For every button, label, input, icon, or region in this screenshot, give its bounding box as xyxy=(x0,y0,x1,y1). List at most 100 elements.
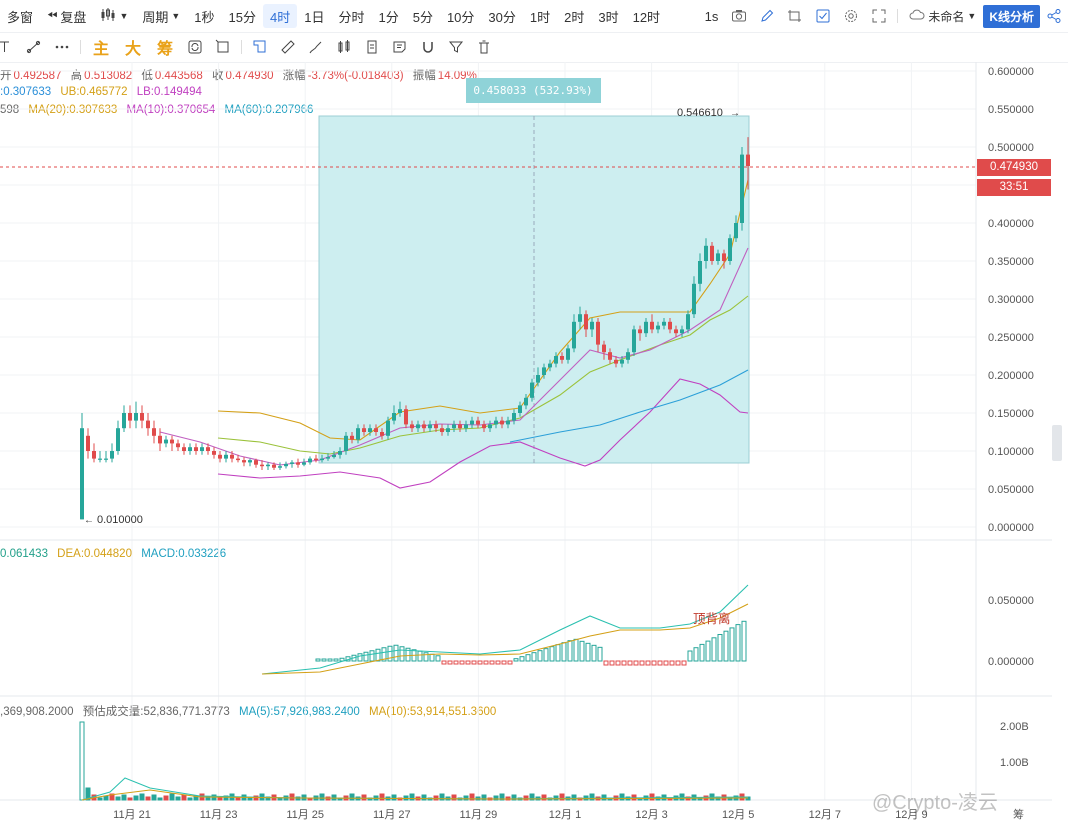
kline-chart[interactable]: 0.458033 (532.93%) 0.546610 → ← 0.010000… xyxy=(0,62,1052,821)
candle-body xyxy=(518,405,522,413)
box-tool-icon[interactable] xyxy=(209,34,237,60)
checklist-icon[interactable] xyxy=(809,3,837,29)
candle xyxy=(182,443,186,455)
share-icon[interactable] xyxy=(1040,3,1068,29)
indicator-shortcut-2[interactable]: 筹 xyxy=(157,41,174,58)
layout-dropdown[interactable]: 未命名 ▼ xyxy=(902,0,983,32)
candle-body xyxy=(152,428,156,436)
interval-7[interactable]: 10分 xyxy=(446,9,475,25)
candle-body xyxy=(506,420,510,425)
ma10-value: MA(10):0.370654 xyxy=(126,104,216,116)
candle-body xyxy=(104,458,108,460)
candle-body xyxy=(470,420,474,425)
price-tick: 0.000000 xyxy=(988,522,1034,534)
settings-icon[interactable] xyxy=(837,3,865,29)
crop-icon[interactable] xyxy=(781,3,809,29)
macd-bar xyxy=(501,660,507,665)
high-value: 0.513082 xyxy=(84,70,133,82)
side-panel-handle[interactable] xyxy=(1052,425,1062,461)
interval-3[interactable]: 1日 xyxy=(304,9,325,25)
volume-tick: 2.00B xyxy=(1000,721,1029,733)
candle-type-button[interactable]: ▼ xyxy=(93,0,135,32)
refresh-icon[interactable] xyxy=(181,34,209,60)
volume-line: ,369,908.2000 预估成交量:52,836,771.3773 MA(5… xyxy=(0,703,502,719)
ruler-icon[interactable] xyxy=(274,34,302,60)
candle xyxy=(608,348,612,364)
candle-body xyxy=(722,253,726,261)
candle xyxy=(446,424,450,436)
multi-window-button[interactable]: 多窗 xyxy=(0,0,40,32)
volume-bar xyxy=(679,793,685,801)
interval-4[interactable]: 分时 xyxy=(338,9,365,25)
candle xyxy=(722,249,726,269)
candle-body xyxy=(410,424,414,429)
interval-0[interactable]: 1秒 xyxy=(194,9,215,25)
period-dropdown[interactable]: 周期 ▼ xyxy=(135,0,187,32)
filter-icon[interactable] xyxy=(442,34,470,60)
candle-tool-icon[interactable] xyxy=(330,34,358,60)
interval-8[interactable]: 30分 xyxy=(488,9,516,25)
interval-11[interactable]: 3时 xyxy=(598,9,619,25)
candle-body xyxy=(92,451,96,459)
candle xyxy=(338,447,342,459)
interval-5[interactable]: 1分 xyxy=(378,9,399,25)
candle-body xyxy=(524,397,528,406)
more-icon[interactable] xyxy=(48,34,76,60)
volume-bar xyxy=(499,793,505,801)
candle-body xyxy=(638,329,642,334)
candle xyxy=(368,424,372,436)
indicator-shortcut-0[interactable]: 主 xyxy=(93,41,110,58)
interval-1[interactable]: 15分 xyxy=(228,9,256,25)
candle xyxy=(548,359,552,372)
candle xyxy=(686,310,690,334)
interval-12[interactable]: 12时 xyxy=(632,9,661,25)
volume-bar xyxy=(223,795,229,801)
replay-button[interactable]: ⏪︎ 复盘 xyxy=(40,0,93,32)
trash-icon[interactable] xyxy=(470,34,498,60)
pencil-icon[interactable] xyxy=(753,3,781,29)
note-icon[interactable] xyxy=(386,34,414,60)
rectangle-tool-icon[interactable] xyxy=(246,34,274,60)
interval-9[interactable]: 1时 xyxy=(529,9,551,25)
live-interval-button[interactable]: 1s xyxy=(698,0,726,32)
macd-bar xyxy=(675,660,681,666)
watermark: @Crypto-凌云 xyxy=(872,792,998,814)
macd-bar xyxy=(369,650,375,662)
ma10-line xyxy=(159,247,749,466)
candle-body xyxy=(200,447,204,451)
brush-icon[interactable] xyxy=(302,34,330,60)
text-tool-icon[interactable] xyxy=(0,34,20,60)
measure-tool-icon[interactable] xyxy=(20,34,48,60)
indicator-shortcut-1[interactable]: 大 xyxy=(125,41,142,58)
candle xyxy=(596,318,600,353)
candle-body xyxy=(194,447,198,451)
candle-body xyxy=(464,424,468,429)
fullscreen-icon[interactable] xyxy=(865,3,893,29)
volume-bar xyxy=(157,797,163,801)
candle xyxy=(542,363,546,379)
candle xyxy=(194,443,198,455)
interval-10[interactable]: 2时 xyxy=(564,9,585,25)
candle xyxy=(584,310,588,337)
camera-icon[interactable] xyxy=(725,3,753,29)
candle xyxy=(272,462,276,470)
interval-6[interactable]: 5分 xyxy=(412,9,433,25)
volume-bar xyxy=(121,794,127,801)
volume-bar xyxy=(217,797,223,801)
candle xyxy=(440,424,444,436)
candle xyxy=(350,432,354,444)
magnet-icon[interactable] xyxy=(414,34,442,60)
candle xyxy=(314,454,318,463)
volume-bar xyxy=(97,797,103,801)
kline-analysis-button[interactable]: K线分析 xyxy=(983,4,1040,28)
candle-body xyxy=(122,413,126,429)
macd-bar xyxy=(723,630,729,662)
interval-2[interactable]: 4时 xyxy=(263,4,298,28)
document-icon[interactable] xyxy=(358,34,386,60)
candle xyxy=(728,234,732,265)
candle-body xyxy=(266,464,270,467)
candle-body xyxy=(398,409,402,413)
ma20-value: MA(20):0.307633 xyxy=(28,104,118,116)
macd-bar xyxy=(459,660,465,665)
candle-body xyxy=(218,454,222,459)
